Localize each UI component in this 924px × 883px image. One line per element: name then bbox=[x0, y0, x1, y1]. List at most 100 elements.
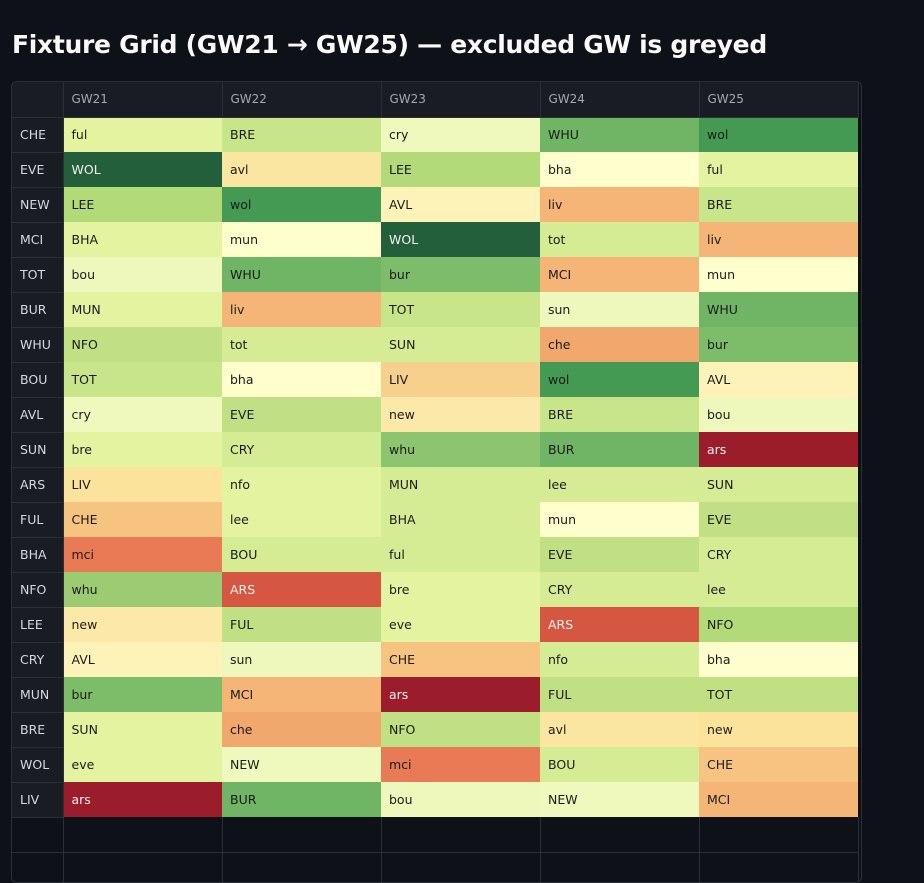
fixture-cell[interactable]: CRY bbox=[222, 432, 381, 467]
fixture-cell[interactable]: LEE bbox=[381, 152, 540, 187]
column-header[interactable]: GW25 bbox=[699, 82, 859, 118]
fixture-cell[interactable]: ful bbox=[381, 537, 540, 572]
fixture-cell[interactable]: eve bbox=[63, 747, 222, 782]
fixture-cell[interactable]: AVL bbox=[699, 362, 858, 397]
fixture-cell[interactable]: CHE bbox=[699, 747, 858, 782]
fixture-cell[interactable]: new bbox=[699, 712, 858, 747]
fixture-cell[interactable]: mci bbox=[63, 537, 222, 572]
fixture-cell[interactable]: WHU bbox=[222, 257, 381, 292]
fixture-cell[interactable]: wol bbox=[222, 187, 381, 222]
fixture-cell[interactable]: nfo bbox=[222, 467, 381, 502]
fixture-cell[interactable]: MUN bbox=[63, 292, 222, 327]
fixture-cell[interactable]: sun bbox=[222, 642, 381, 677]
fixture-cell[interactable]: tot bbox=[540, 222, 699, 257]
fixture-cell[interactable]: NFO bbox=[381, 712, 540, 747]
fixture-cell[interactable]: ars bbox=[381, 677, 540, 712]
fixture-cell[interactable]: sun bbox=[540, 292, 699, 327]
fixture-cell[interactable]: FUL bbox=[222, 607, 381, 642]
fixture-cell[interactable]: bur bbox=[63, 677, 222, 712]
fixture-cell[interactable]: bou bbox=[381, 782, 540, 817]
fixture-cell[interactable]: avl bbox=[222, 152, 381, 187]
column-header[interactable]: GW21 bbox=[63, 82, 223, 118]
fixture-cell[interactable]: WHU bbox=[699, 292, 858, 327]
fixture-cell[interactable]: bur bbox=[699, 327, 858, 362]
fixture-cell[interactable]: MCI bbox=[699, 782, 858, 817]
fixture-cell[interactable]: TOT bbox=[381, 292, 540, 327]
fixture-cell[interactable]: SUN bbox=[63, 712, 222, 747]
fixture-cell[interactable]: LIV bbox=[63, 467, 222, 502]
column-header[interactable]: GW23 bbox=[381, 82, 541, 118]
fixture-cell[interactable]: ARS bbox=[222, 572, 381, 607]
fixture-cell[interactable]: SUN bbox=[699, 467, 858, 502]
fixture-cell[interactable]: lee bbox=[540, 467, 699, 502]
fixture-cell[interactable]: che bbox=[540, 327, 699, 362]
fixture-cell[interactable]: bou bbox=[63, 257, 222, 292]
fixture-cell[interactable]: wol bbox=[699, 117, 858, 152]
fixture-cell[interactable]: TOT bbox=[63, 362, 222, 397]
fixture-cell[interactable]: liv bbox=[699, 222, 858, 257]
fixture-cell[interactable]: EVE bbox=[540, 537, 699, 572]
fixture-cell[interactable]: whu bbox=[63, 572, 222, 607]
fixture-cell[interactable]: eve bbox=[381, 607, 540, 642]
fixture-cell[interactable]: WOL bbox=[63, 152, 222, 187]
fixture-cell[interactable]: bur bbox=[381, 257, 540, 292]
fixture-cell[interactable]: new bbox=[381, 397, 540, 432]
column-header[interactable]: GW24 bbox=[540, 82, 700, 118]
fixture-cell[interactable]: CHE bbox=[381, 642, 540, 677]
fixture-cell[interactable]: MCI bbox=[222, 677, 381, 712]
column-header[interactable]: GW22 bbox=[222, 82, 382, 118]
fixture-cell[interactable]: che bbox=[222, 712, 381, 747]
fixture-cell[interactable]: bou bbox=[699, 397, 858, 432]
fixture-cell[interactable]: TOT bbox=[699, 677, 858, 712]
fixture-cell[interactable]: FUL bbox=[540, 677, 699, 712]
fixture-cell[interactable]: NEW bbox=[540, 782, 699, 817]
fixture-cell[interactable]: bre bbox=[381, 572, 540, 607]
fixture-cell[interactable]: BHA bbox=[381, 502, 540, 537]
fixture-cell[interactable]: liv bbox=[540, 187, 699, 222]
fixture-cell[interactable]: tot bbox=[222, 327, 381, 362]
fixture-cell[interactable]: EVE bbox=[222, 397, 381, 432]
fixture-cell[interactable]: bha bbox=[699, 642, 858, 677]
fixture-cell[interactable]: AVL bbox=[381, 187, 540, 222]
fixture-cell[interactable]: lee bbox=[699, 572, 858, 607]
fixture-cell[interactable]: ARS bbox=[540, 607, 699, 642]
fixture-cell[interactable]: BRE bbox=[699, 187, 858, 222]
fixture-cell[interactable]: lee bbox=[222, 502, 381, 537]
fixture-cell[interactable]: WHU bbox=[540, 117, 699, 152]
fixture-cell[interactable]: BOU bbox=[222, 537, 381, 572]
fixture-cell[interactable]: SUN bbox=[381, 327, 540, 362]
fixture-grid[interactable]: GW21 GW22 GW23 GW24 GW25 CHE ful BRE cry WHU… bbox=[11, 81, 862, 883]
fixture-cell[interactable]: NFO bbox=[63, 327, 222, 362]
fixture-cell[interactable]: BOU bbox=[540, 747, 699, 782]
fixture-cell[interactable]: BUR bbox=[222, 782, 381, 817]
fixture-cell[interactable]: liv bbox=[222, 292, 381, 327]
fixture-cell[interactable]: nfo bbox=[540, 642, 699, 677]
fixture-cell[interactable]: bha bbox=[222, 362, 381, 397]
fixture-cell[interactable]: bre bbox=[63, 432, 222, 467]
fixture-cell[interactable]: mci bbox=[381, 747, 540, 782]
fixture-cell[interactable]: LEE bbox=[63, 187, 222, 222]
fixture-cell[interactable]: CRY bbox=[540, 572, 699, 607]
fixture-cell[interactable]: BHA bbox=[63, 222, 222, 257]
fixture-cell[interactable]: wol bbox=[540, 362, 699, 397]
fixture-cell[interactable]: EVE bbox=[699, 502, 858, 537]
fixture-cell[interactable]: cry bbox=[63, 397, 222, 432]
fixture-cell[interactable]: CHE bbox=[63, 502, 222, 537]
fixture-cell[interactable]: AVL bbox=[63, 642, 222, 677]
fixture-cell[interactable]: ars bbox=[699, 432, 858, 467]
fixture-cell[interactable]: CRY bbox=[699, 537, 858, 572]
fixture-cell[interactable]: ful bbox=[63, 117, 222, 152]
fixture-cell[interactable]: BRE bbox=[540, 397, 699, 432]
fixture-cell[interactable]: mun bbox=[222, 222, 381, 257]
fixture-cell[interactable]: mun bbox=[540, 502, 699, 537]
fixture-cell[interactable]: BUR bbox=[540, 432, 699, 467]
fixture-cell[interactable]: BRE bbox=[222, 117, 381, 152]
fixture-cell[interactable]: cry bbox=[381, 117, 540, 152]
fixture-cell[interactable]: new bbox=[63, 607, 222, 642]
fixture-cell[interactable]: whu bbox=[381, 432, 540, 467]
fixture-cell[interactable]: bha bbox=[540, 152, 699, 187]
fixture-cell[interactable]: avl bbox=[540, 712, 699, 747]
fixture-cell[interactable]: WOL bbox=[381, 222, 540, 257]
fixture-cell[interactable]: ars bbox=[63, 782, 222, 817]
fixture-cell[interactable]: NEW bbox=[222, 747, 381, 782]
